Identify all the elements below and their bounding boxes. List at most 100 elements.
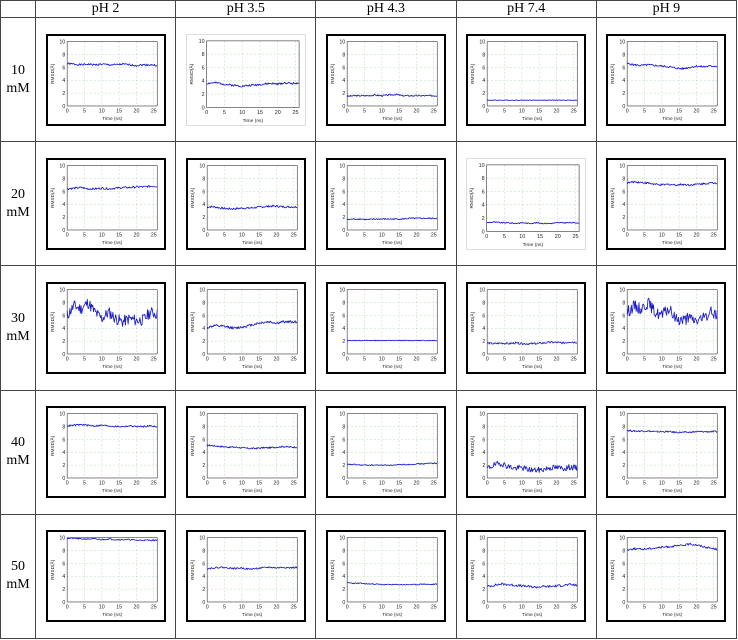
x-tick-label: 15	[256, 605, 262, 611]
x-tick-label: 15	[116, 357, 122, 363]
y-tick-label: 2	[62, 587, 65, 593]
y-axis-label: RMSD(Å)	[329, 560, 336, 581]
x-tick-label: 10	[379, 232, 385, 238]
rmsd-series-line	[487, 99, 578, 101]
y-tick-label: 2	[62, 339, 65, 345]
rmsd-chart: 0 2 4 6 8 10 0 5 10 15 20 25 Time (ns) RMSD(Å)	[188, 163, 298, 246]
y-tick-label: 8	[202, 425, 205, 431]
y-axis-label: RMSD(Å)	[188, 560, 195, 581]
y-tick-label: 10	[339, 536, 345, 542]
x-axis-label: Time (ns)	[663, 613, 683, 619]
plot-area	[487, 413, 578, 479]
plot-area	[206, 40, 300, 108]
y-axis-label: RMSD(Å)	[329, 187, 336, 208]
row-header-10mm: 10 mM	[0, 16, 36, 143]
y-tick-label: 4	[202, 450, 205, 456]
y-tick-label: 4	[623, 202, 626, 208]
rmsd-series-line	[627, 180, 718, 187]
y-tick-label: 8	[623, 549, 626, 555]
y-tick-label: 0	[62, 228, 65, 234]
y-tick-label: 2	[623, 587, 626, 593]
x-tick-label: 25	[573, 234, 579, 240]
x-tick-label: 25	[571, 481, 577, 487]
x-tick-label: 10	[519, 357, 525, 363]
x-tick-label: 25	[431, 108, 437, 114]
x-tick-label: 5	[363, 357, 366, 363]
y-tick-label: 10	[199, 288, 205, 294]
plot-area	[206, 413, 298, 479]
y-tick-label: 8	[62, 300, 65, 306]
y-tick-label: 8	[482, 176, 485, 182]
y-tick-label: 6	[482, 189, 485, 195]
x-tick-label: 20	[133, 232, 139, 238]
y-tick-label: 0	[342, 352, 345, 358]
x-tick-label: 10	[519, 108, 525, 114]
y-tick-label: 2	[342, 587, 345, 593]
rmsd-chart: 0 2 4 6 8 10 0 5 10 15 20 25 Time (ns) RMSD(Å)	[609, 163, 718, 246]
y-tick-label: 0	[202, 600, 205, 606]
x-tick-label: 25	[711, 232, 717, 238]
y-tick-label: 6	[482, 437, 485, 443]
x-tick-label: 25	[431, 605, 437, 611]
rmsd-series-line	[347, 339, 438, 342]
y-tick-label: 2	[623, 463, 626, 469]
y-tick-label: 10	[59, 39, 65, 45]
y-tick-label: 2	[623, 339, 626, 345]
plot-area	[346, 537, 438, 603]
x-tick-label: 5	[363, 232, 366, 238]
x-tick-label: 25	[571, 108, 577, 114]
chart-cell: 0 2 4 6 8 10 0 5 10 15 20 25 Time (ns) RMSD(Å)	[34, 265, 177, 391]
rmsd-chart: 0 2 4 6 8 10 0 5 10 15 20 25 Time (ns) RMSD(Å)	[609, 288, 719, 370]
x-tick-label: 0	[65, 232, 68, 238]
x-tick-label: 25	[150, 357, 156, 363]
y-tick-label: 4	[62, 78, 65, 84]
y-tick-label: 6	[482, 65, 485, 71]
y-axis-label: RMSD(Å)	[329, 63, 336, 84]
x-tick-label: 20	[694, 357, 700, 363]
row-header-unit: mM	[6, 328, 30, 344]
y-axis-label: RMSD(Å)	[609, 560, 616, 581]
chart-cell: 0 2 4 6 8 10 0 5 10 15 20 25 Time (ns) RMSD(Å)	[175, 513, 317, 640]
row-50mm: 50 mM 0 2 4 6 8 10 0 5 10 15 20 25 Time (ns) RMSD(Å) 0…	[0, 513, 738, 640]
x-tick-label: 5	[223, 357, 226, 363]
x-tick-label: 10	[379, 605, 385, 611]
y-tick-label: 4	[201, 78, 204, 84]
x-tick-label: 25	[150, 108, 156, 114]
x-tick-label: 0	[346, 605, 349, 611]
y-axis-label: RMSD(Å)	[609, 311, 616, 332]
plot-area	[346, 40, 438, 106]
plot-area	[486, 164, 580, 232]
rmsd-chart: 0 2 4 6 8 10 0 5 10 15 20 25 Time (ns) RMSD(Å)	[48, 39, 158, 122]
chart-frame: 0 2 4 6 8 10 0 5 10 15 20 25 Time (ns) RMSD(Å)	[185, 157, 306, 250]
chart-frame: 0 2 4 6 8 10 0 5 10 15 20 25 Time (ns) RMSD(Å)	[606, 157, 727, 250]
grid-body: 10 mM 0 2 4 6 8 10 0 5 10 15 20 25 Time (ns) RMSD(Å) 0…	[0, 16, 738, 640]
x-axis-label: Time (ns)	[382, 116, 402, 122]
x-axis-label: Time (ns)	[522, 488, 542, 494]
y-tick-label: 10	[620, 536, 626, 542]
rmsd-series-line	[66, 537, 157, 542]
x-tick-label: 10	[239, 110, 245, 116]
row-header-unit: mM	[6, 204, 30, 220]
y-tick-label: 8	[342, 176, 345, 182]
x-tick-label: 15	[536, 481, 542, 487]
column-header-ph3-5: pH 3.5	[175, 0, 317, 18]
y-tick-label: 0	[342, 600, 345, 606]
y-tick-label: 4	[62, 575, 65, 581]
row-header-value: 40	[11, 435, 25, 451]
row-30mm: 30 mM 0 2 4 6 8 10 0 5 10 15 20 25 Time (ns) RMSD(Å) 0…	[0, 265, 738, 391]
x-tick-label: 20	[414, 108, 420, 114]
chart-cell: 0 2 4 6 8 10 0 5 10 15 20 25 Time (ns) RMSD(Å)	[595, 16, 738, 143]
y-tick-label: 4	[62, 450, 65, 456]
chart-cell: 0 2 4 6 8 10 0 5 10 15 20 25 Time (ns) RMSD(Å)	[315, 389, 457, 515]
x-tick-label: 5	[503, 357, 506, 363]
plot-area	[627, 289, 718, 355]
x-tick-label: 0	[65, 605, 68, 611]
rmsd-chart: 0 2 4 6 8 10 0 5 10 15 20 25 Time (ns) RMSD(Å)	[329, 536, 438, 619]
rmsd-chart: 0 2 4 6 8 10 0 5 10 15 20 25 Time (ns) RMSD(Å)	[468, 163, 580, 248]
y-tick-label: 4	[62, 326, 65, 332]
y-tick-label: 2	[62, 91, 65, 97]
x-axis-label: Time (ns)	[102, 613, 122, 619]
y-tick-label: 8	[342, 300, 345, 306]
x-tick-label: 20	[414, 232, 420, 238]
y-tick-label: 10	[480, 412, 486, 418]
